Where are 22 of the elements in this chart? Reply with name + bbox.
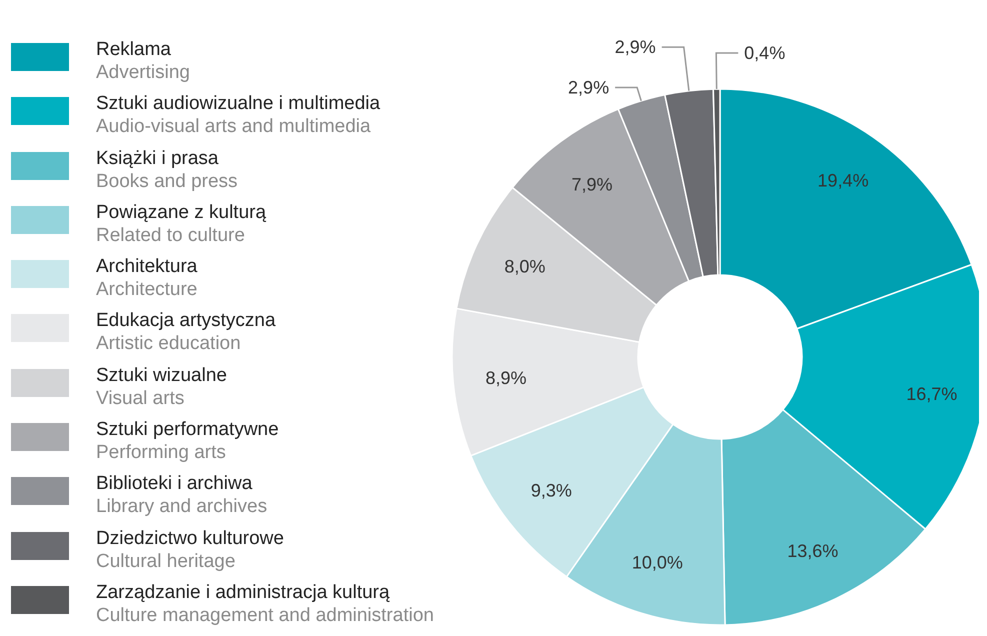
legend-label: Sztuki performatywne Performing arts	[96, 418, 279, 464]
legend-label: Dziedzictwo kulturowe Cultural heritage	[96, 526, 284, 573]
legend-label: Sztuki audiowizualne i multimedia Audio-visual arts and multimedia	[96, 92, 380, 138]
legend-label: Książki i prasa Books and press	[96, 146, 238, 193]
data-label: 8,9%	[486, 368, 527, 388]
data-label: 13,6%	[787, 540, 838, 561]
legend-label: Reklama Advertising	[96, 38, 190, 84]
data-label: 2,9%	[568, 77, 610, 98]
data-label: 19,4%	[818, 170, 869, 191]
data-label: 10,0%	[632, 552, 683, 573]
legend-label: Zarządzanie i administracja kulturą Culture management and administration	[96, 580, 434, 627]
data-label: 2,9%	[614, 37, 656, 58]
data-label: 0,4%	[744, 43, 786, 64]
legend-label: Architektura Architecture	[96, 255, 198, 302]
legend-label: Edukacja artystyczna Artistic education	[96, 309, 276, 356]
data-label: 7,9%	[571, 174, 613, 194]
legend-label: Powiązane z kulturą Related to culture	[96, 200, 266, 247]
legend-label: Biblioteki i archiwa Library and archives	[96, 472, 268, 518]
legend-label: Sztuki wizualne Visual arts	[96, 364, 227, 410]
data-label: 16,7%	[906, 384, 958, 404]
data-label: 9,3%	[530, 480, 572, 500]
data-label: 8,0%	[504, 256, 546, 277]
